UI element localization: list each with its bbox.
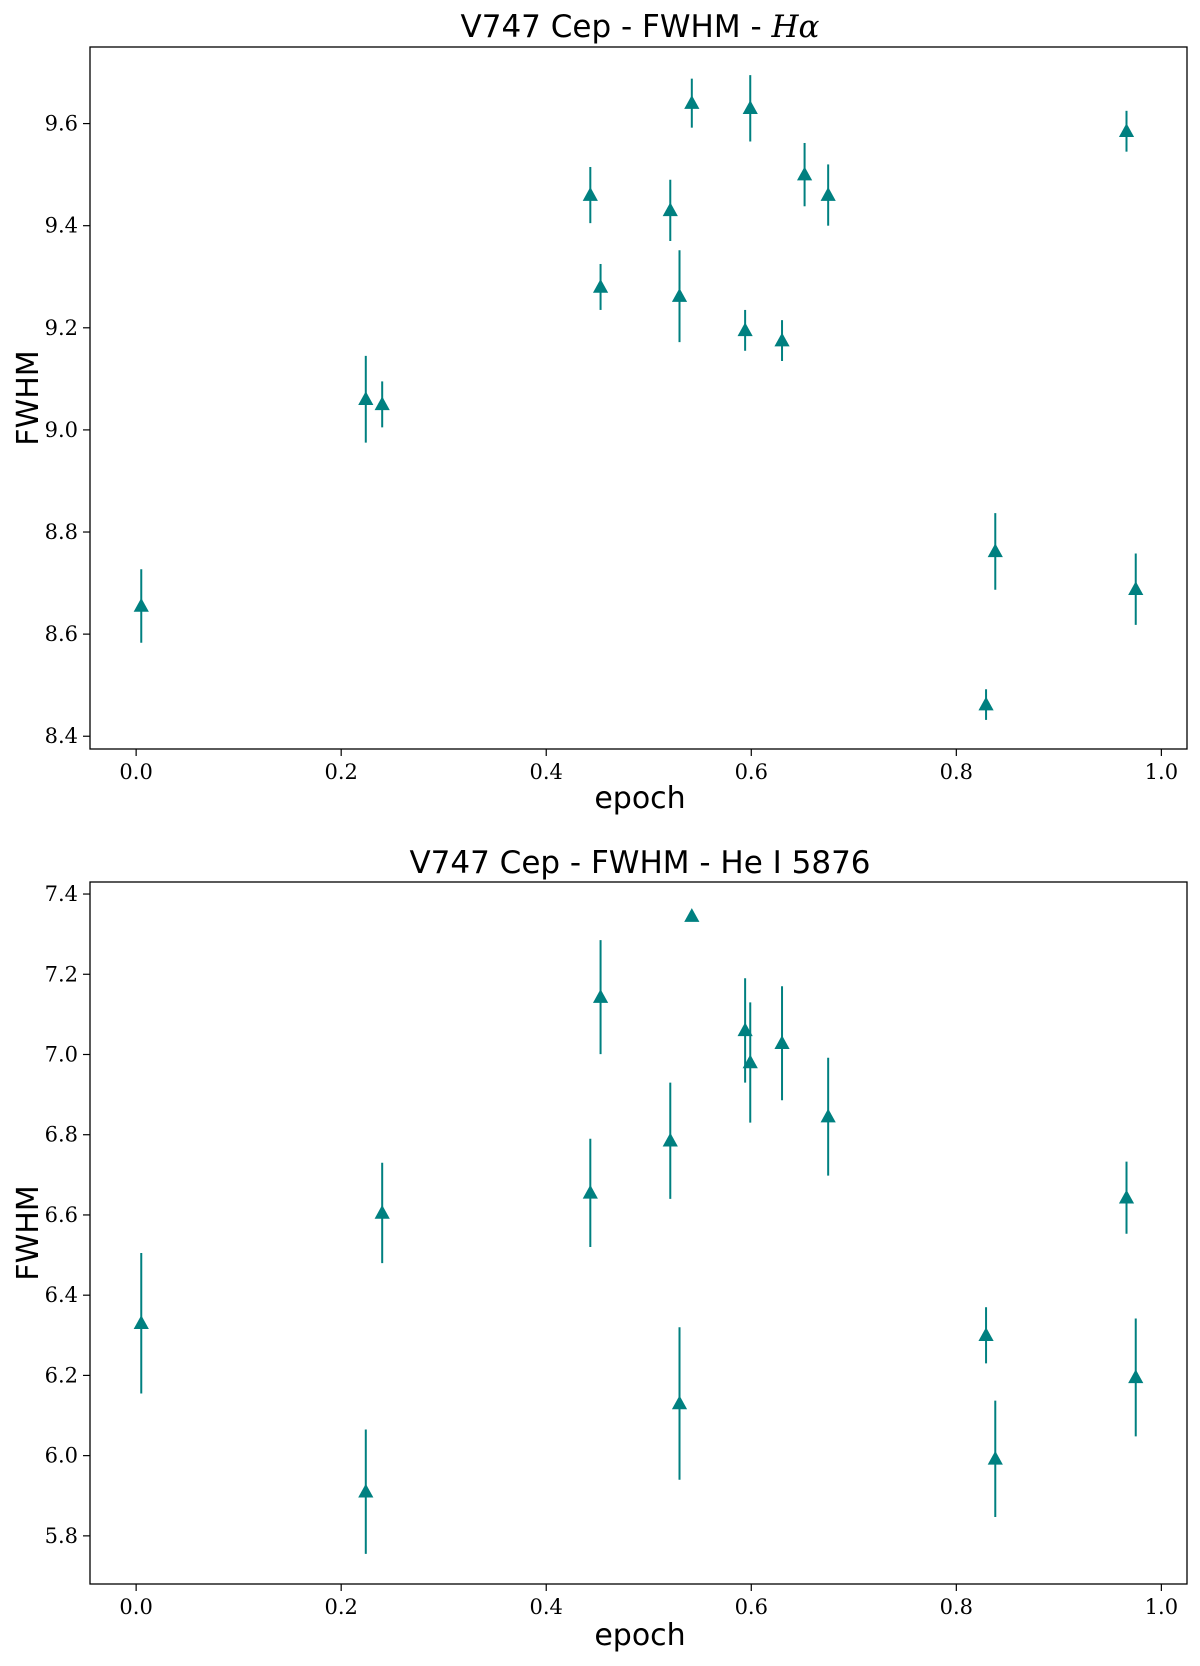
y-axis-label: FWHM	[11, 1185, 46, 1280]
data-point-marker	[987, 1450, 1003, 1465]
data-point-marker	[978, 696, 994, 711]
x-tick-label: 0.4	[530, 1595, 563, 1619]
y-tick-label: 9.6	[45, 112, 78, 136]
y-tick-label: 6.6	[45, 1203, 78, 1227]
y-tick-label: 8.4	[45, 724, 78, 748]
data-point-marker	[796, 166, 813, 181]
data-point-marker	[133, 598, 149, 612]
x-tick-label: 0.4	[530, 760, 563, 784]
data-point-marker	[1118, 123, 1135, 137]
axis-ticks: 0.0 0.2 0.4 0.6 0.8 1.0 5.8 6.0 6.2 6.4 6.6 6.8 7.0 7…	[45, 882, 1178, 1619]
x-tick-label: 1.0	[1145, 1595, 1178, 1619]
data-point-marker	[374, 1204, 390, 1219]
y-tick-label: 9.2	[45, 316, 78, 340]
x-axis-label: epoch	[594, 1618, 685, 1653]
y-tick-label: 6.8	[45, 1123, 78, 1147]
chart-hei-5876: V747 Cep - FWHM - He I 5876 0.0 0.2 0.4 0.6…	[11, 845, 1188, 1653]
data-point-marker	[987, 543, 1003, 558]
x-tick-label: 0.2	[324, 1595, 357, 1619]
y-axis-label: FWHM	[11, 350, 46, 445]
data-point-marker	[358, 391, 374, 406]
y-tick-label: 5.8	[45, 1524, 78, 1548]
data-point-marker	[662, 202, 678, 217]
data-point-marker	[742, 100, 758, 115]
data-point-marker	[737, 1022, 753, 1037]
data-point-marker	[820, 187, 836, 201]
y-tick-label: 8.6	[45, 622, 78, 646]
data-point-marker	[684, 908, 700, 922]
x-axis-label: epoch	[594, 781, 685, 816]
x-tick-label: 0.6	[735, 760, 768, 784]
data-point-marker	[1128, 1369, 1144, 1384]
y-tick-label: 6.2	[45, 1363, 78, 1387]
y-tick-label: 6.4	[45, 1283, 78, 1307]
data-point-marker	[582, 1184, 598, 1199]
data-points	[133, 75, 1144, 720]
data-point-marker	[592, 278, 609, 293]
data-point-marker	[820, 1108, 836, 1123]
x-tick-label: 0.2	[324, 760, 357, 784]
data-points	[133, 908, 1144, 1554]
data-point-marker	[671, 1395, 688, 1410]
y-tick-label: 8.8	[45, 520, 78, 544]
plot-frame	[89, 46, 1188, 750]
x-tick-label: 0.0	[119, 1595, 152, 1619]
data-point-marker	[374, 396, 390, 411]
x-tick-label: 1.0	[1145, 760, 1178, 784]
data-point-marker	[133, 1315, 149, 1330]
data-point-marker	[737, 322, 753, 337]
chart-title: V747 Cep - FWHM - Hα	[461, 9, 820, 45]
data-point-marker	[978, 1327, 994, 1342]
data-point-marker	[1118, 1189, 1135, 1204]
data-point-marker	[592, 989, 609, 1003]
y-tick-label: 6.0	[45, 1444, 78, 1468]
data-point-marker	[774, 1035, 790, 1050]
data-point-marker	[742, 1054, 758, 1069]
x-tick-label: 0.6	[735, 1595, 768, 1619]
x-tick-label: 0.8	[940, 760, 973, 784]
y-tick-label: 9.0	[45, 418, 78, 442]
y-tick-label: 7.0	[45, 1042, 78, 1066]
y-tick-label: 7.4	[45, 882, 78, 906]
plot-frame	[89, 881, 1188, 1585]
y-tick-label: 7.2	[45, 962, 78, 986]
data-point-marker	[358, 1483, 374, 1498]
x-tick-label: 0.0	[119, 760, 152, 784]
data-point-marker	[671, 288, 688, 302]
data-point-marker	[1128, 581, 1144, 595]
chart-halpha: V747 Cep - FWHM - Hα 0.0 0.2 0.4 0.6 0.8 1.0 8…	[11, 9, 1188, 816]
chart-title: V747 Cep - FWHM - He I 5876	[409, 845, 870, 881]
axis-ticks: 0.0 0.2 0.4 0.6 0.8 1.0 8.4 8.6 8.8 9.0 9.2 9.4 9.6	[45, 112, 1178, 784]
data-point-marker	[582, 187, 598, 201]
data-point-marker	[662, 1132, 678, 1147]
data-point-marker	[774, 332, 790, 347]
y-tick-label: 9.4	[45, 214, 78, 238]
data-point-marker	[684, 95, 700, 109]
x-tick-label: 0.8	[940, 1595, 973, 1619]
